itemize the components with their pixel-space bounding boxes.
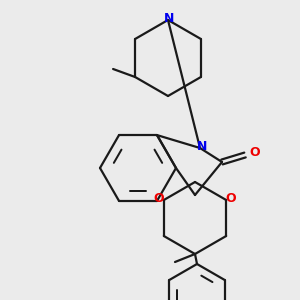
Text: N: N — [164, 13, 174, 26]
Text: O: O — [226, 191, 236, 205]
Text: O: O — [154, 191, 164, 205]
Text: O: O — [250, 146, 260, 158]
Text: N: N — [197, 140, 207, 152]
